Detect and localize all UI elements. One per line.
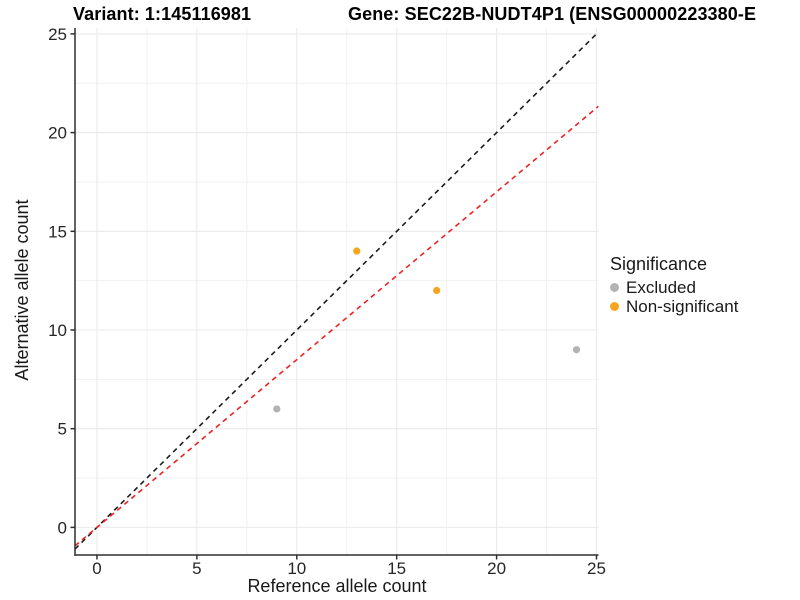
y-tick-label: 10: [48, 321, 67, 340]
data-point: [433, 286, 441, 295]
x-tick-label: 0: [92, 559, 101, 578]
x-tick-label: 15: [387, 559, 406, 578]
legend-title: Significance: [610, 254, 708, 274]
x-tick-label: 5: [192, 559, 201, 578]
x-tick-label: 20: [487, 559, 506, 578]
legend-item-excluded: Excluded: [610, 278, 738, 297]
y-tick-label: 15: [48, 222, 67, 241]
legend-item-label: Excluded: [626, 277, 696, 297]
y-tick-label: 25: [48, 25, 67, 44]
expected-ratio-line: [75, 105, 599, 547]
y-tick-label: 0: [58, 518, 67, 537]
legend-item-non-significant: Non-significant: [610, 297, 738, 316]
y-tick-label: 5: [58, 420, 67, 439]
variant-title: Variant: 1:145116981: [73, 4, 252, 24]
data-point: [572, 346, 581, 354]
y-axis-title: Alternative allele count: [12, 199, 32, 381]
legend-items: Excluded Non-significant: [610, 278, 738, 316]
y-tick-label: 20: [48, 124, 67, 143]
x-tick-label: 25: [587, 559, 606, 578]
data-point: [273, 405, 281, 413]
x-axis-title: Reference allele count: [247, 576, 427, 596]
gene-title: Gene: SEC22B-NUDT4P1 (ENSG00000223380-E: [348, 4, 757, 24]
data-point: [353, 247, 361, 255]
legend-dot-icon: [610, 283, 619, 292]
identity-line: [75, 31, 599, 550]
x-tick-label: 10: [287, 559, 306, 578]
legend-dot-icon: [610, 302, 619, 311]
legend-item-label: Non-significant: [626, 296, 739, 316]
legend: Significance Excluded Non-significant: [610, 254, 738, 316]
